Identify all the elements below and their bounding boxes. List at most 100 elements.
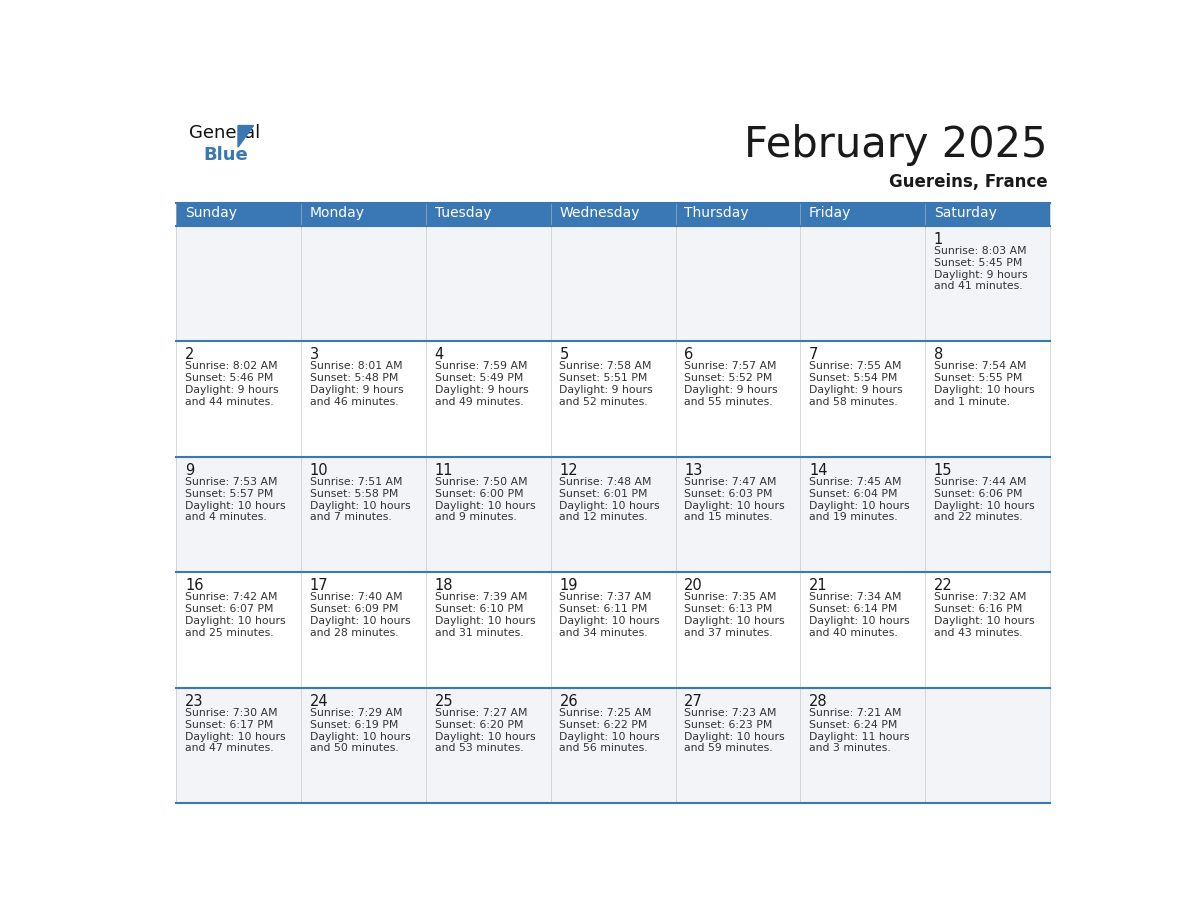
Text: Sunset: 5:51 PM: Sunset: 5:51 PM — [560, 373, 647, 383]
Text: and 47 minutes.: and 47 minutes. — [185, 744, 273, 754]
Text: 17: 17 — [310, 578, 329, 593]
Text: 19: 19 — [560, 578, 577, 593]
Bar — [551, 203, 676, 226]
Text: Daylight: 10 hours: Daylight: 10 hours — [934, 616, 1035, 626]
Text: 8: 8 — [934, 347, 943, 363]
Text: Sunrise: 7:39 AM: Sunrise: 7:39 AM — [435, 592, 527, 602]
Text: 21: 21 — [809, 578, 828, 593]
Text: Daylight: 10 hours: Daylight: 10 hours — [560, 732, 661, 742]
Text: Sunset: 5:46 PM: Sunset: 5:46 PM — [185, 373, 273, 383]
Text: 2: 2 — [185, 347, 195, 363]
Text: and 50 minutes.: and 50 minutes. — [310, 744, 399, 754]
Text: Guereins, France: Guereins, France — [889, 174, 1048, 191]
Text: and 15 minutes.: and 15 minutes. — [684, 512, 773, 522]
Text: and 53 minutes.: and 53 minutes. — [435, 744, 523, 754]
Text: and 7 minutes.: and 7 minutes. — [310, 512, 392, 522]
Text: Daylight: 10 hours: Daylight: 10 hours — [185, 616, 286, 626]
Text: 26: 26 — [560, 694, 579, 709]
Text: Sunset: 5:45 PM: Sunset: 5:45 PM — [934, 258, 1022, 268]
Text: and 56 minutes.: and 56 minutes. — [560, 744, 649, 754]
Text: 5: 5 — [560, 347, 569, 363]
Text: Sunset: 6:07 PM: Sunset: 6:07 PM — [185, 604, 273, 614]
Text: Sunset: 5:57 PM: Sunset: 5:57 PM — [185, 488, 273, 498]
Text: Sunrise: 8:01 AM: Sunrise: 8:01 AM — [310, 361, 403, 371]
Text: Sunrise: 7:59 AM: Sunrise: 7:59 AM — [435, 361, 527, 371]
Text: Wednesday: Wednesday — [560, 207, 640, 220]
Text: Blue: Blue — [203, 146, 248, 164]
Text: Tuesday: Tuesday — [435, 207, 491, 220]
Text: Sunrise: 7:55 AM: Sunrise: 7:55 AM — [809, 361, 902, 371]
Text: Sunrise: 7:58 AM: Sunrise: 7:58 AM — [560, 361, 652, 371]
Text: and 1 minute.: and 1 minute. — [934, 397, 1010, 407]
Text: and 59 minutes.: and 59 minutes. — [684, 744, 773, 754]
Text: Sunset: 6:06 PM: Sunset: 6:06 PM — [934, 488, 1023, 498]
Text: Sunrise: 7:35 AM: Sunrise: 7:35 AM — [684, 592, 777, 602]
Text: Sunrise: 7:44 AM: Sunrise: 7:44 AM — [934, 476, 1026, 487]
Text: 27: 27 — [684, 694, 703, 709]
Text: Sunset: 6:04 PM: Sunset: 6:04 PM — [809, 488, 897, 498]
Text: Sunrise: 7:45 AM: Sunrise: 7:45 AM — [809, 476, 902, 487]
Text: and 19 minutes.: and 19 minutes. — [809, 512, 898, 522]
Text: Daylight: 9 hours: Daylight: 9 hours — [684, 385, 778, 395]
Text: 28: 28 — [809, 694, 828, 709]
Text: 18: 18 — [435, 578, 453, 593]
Text: Sunset: 6:11 PM: Sunset: 6:11 PM — [560, 604, 647, 614]
Text: 14: 14 — [809, 463, 828, 478]
Text: Sunrise: 7:40 AM: Sunrise: 7:40 AM — [310, 592, 403, 602]
Text: Friday: Friday — [809, 207, 852, 220]
Text: Sunrise: 7:42 AM: Sunrise: 7:42 AM — [185, 592, 278, 602]
Text: and 46 minutes.: and 46 minutes. — [310, 397, 398, 407]
Text: Sunset: 5:55 PM: Sunset: 5:55 PM — [934, 373, 1022, 383]
Text: Sunset: 6:19 PM: Sunset: 6:19 PM — [310, 720, 398, 730]
Text: and 34 minutes.: and 34 minutes. — [560, 628, 649, 638]
Bar — [176, 203, 302, 226]
Bar — [676, 203, 801, 226]
Text: Sunday: Sunday — [185, 207, 238, 220]
Text: Sunrise: 7:34 AM: Sunrise: 7:34 AM — [809, 592, 902, 602]
Text: Sunrise: 7:30 AM: Sunrise: 7:30 AM — [185, 708, 278, 718]
Text: Sunset: 5:54 PM: Sunset: 5:54 PM — [809, 373, 897, 383]
Text: Sunrise: 7:51 AM: Sunrise: 7:51 AM — [310, 476, 403, 487]
Bar — [801, 203, 925, 226]
Text: Daylight: 10 hours: Daylight: 10 hours — [934, 385, 1035, 395]
Text: Daylight: 10 hours: Daylight: 10 hours — [560, 500, 661, 510]
Bar — [426, 203, 551, 226]
Text: Monday: Monday — [310, 207, 365, 220]
Text: Sunrise: 7:37 AM: Sunrise: 7:37 AM — [560, 592, 652, 602]
Text: Sunset: 6:22 PM: Sunset: 6:22 PM — [560, 720, 647, 730]
Text: Sunset: 6:23 PM: Sunset: 6:23 PM — [684, 720, 772, 730]
Bar — [176, 226, 1050, 341]
Text: Daylight: 10 hours: Daylight: 10 hours — [185, 500, 286, 510]
Text: 25: 25 — [435, 694, 454, 709]
Text: Daylight: 10 hours: Daylight: 10 hours — [809, 616, 910, 626]
Text: Sunrise: 7:32 AM: Sunrise: 7:32 AM — [934, 592, 1026, 602]
Text: Daylight: 9 hours: Daylight: 9 hours — [435, 385, 529, 395]
Text: and 4 minutes.: and 4 minutes. — [185, 512, 267, 522]
Text: Thursday: Thursday — [684, 207, 748, 220]
Text: Sunset: 6:14 PM: Sunset: 6:14 PM — [809, 604, 897, 614]
Text: Sunset: 5:48 PM: Sunset: 5:48 PM — [310, 373, 398, 383]
Text: Daylight: 9 hours: Daylight: 9 hours — [809, 385, 903, 395]
Text: Daylight: 10 hours: Daylight: 10 hours — [310, 616, 411, 626]
Text: Sunrise: 7:23 AM: Sunrise: 7:23 AM — [684, 708, 777, 718]
Text: Daylight: 10 hours: Daylight: 10 hours — [684, 500, 785, 510]
Text: Sunset: 6:01 PM: Sunset: 6:01 PM — [560, 488, 647, 498]
Bar — [176, 688, 1050, 803]
Text: and 22 minutes.: and 22 minutes. — [934, 512, 1023, 522]
Text: and 58 minutes.: and 58 minutes. — [809, 397, 898, 407]
Text: Daylight: 10 hours: Daylight: 10 hours — [310, 732, 411, 742]
Text: Daylight: 10 hours: Daylight: 10 hours — [435, 616, 536, 626]
Text: Daylight: 10 hours: Daylight: 10 hours — [310, 500, 411, 510]
Text: 3: 3 — [310, 347, 320, 363]
Text: and 3 minutes.: and 3 minutes. — [809, 744, 891, 754]
Text: Sunrise: 7:48 AM: Sunrise: 7:48 AM — [560, 476, 652, 487]
Text: Daylight: 10 hours: Daylight: 10 hours — [809, 500, 910, 510]
Text: and 40 minutes.: and 40 minutes. — [809, 628, 898, 638]
Bar — [925, 203, 1050, 226]
Text: and 31 minutes.: and 31 minutes. — [435, 628, 523, 638]
Text: and 9 minutes.: and 9 minutes. — [435, 512, 517, 522]
Text: Daylight: 10 hours: Daylight: 10 hours — [684, 616, 785, 626]
Text: 6: 6 — [684, 347, 694, 363]
Text: Sunrise: 7:27 AM: Sunrise: 7:27 AM — [435, 708, 527, 718]
Text: February 2025: February 2025 — [744, 124, 1048, 166]
